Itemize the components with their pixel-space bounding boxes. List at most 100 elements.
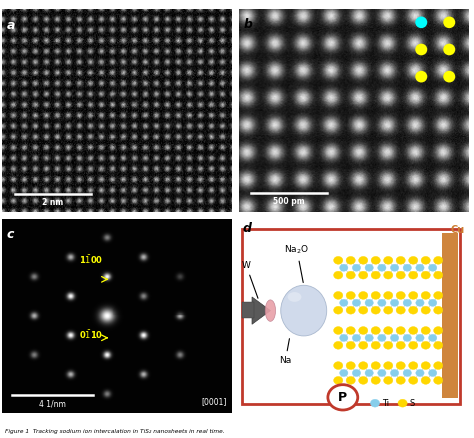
Circle shape: [428, 334, 437, 341]
Circle shape: [371, 341, 380, 349]
Circle shape: [415, 71, 427, 82]
Circle shape: [396, 256, 405, 264]
Circle shape: [434, 271, 443, 279]
Text: b: b: [243, 18, 252, 32]
Circle shape: [334, 292, 343, 299]
Polygon shape: [252, 297, 270, 324]
Circle shape: [415, 44, 427, 55]
Text: d: d: [243, 222, 252, 235]
Text: 0$\bar{1}$10: 0$\bar{1}$10: [79, 328, 104, 341]
Circle shape: [359, 271, 368, 279]
Circle shape: [428, 264, 437, 271]
Circle shape: [409, 377, 418, 384]
Circle shape: [416, 299, 424, 306]
Text: Cu: Cu: [450, 225, 465, 235]
Circle shape: [443, 71, 455, 82]
Circle shape: [416, 264, 424, 271]
Circle shape: [421, 341, 430, 349]
Text: a: a: [7, 19, 15, 32]
Circle shape: [421, 377, 430, 384]
Circle shape: [396, 341, 405, 349]
Circle shape: [334, 271, 343, 279]
Circle shape: [365, 334, 374, 341]
Circle shape: [371, 306, 380, 314]
Circle shape: [370, 399, 380, 407]
Circle shape: [378, 334, 386, 341]
Circle shape: [398, 399, 407, 407]
Text: Na$_2$O: Na$_2$O: [284, 243, 310, 283]
Circle shape: [409, 327, 418, 334]
Circle shape: [443, 17, 455, 28]
Circle shape: [371, 292, 380, 299]
Ellipse shape: [281, 285, 327, 336]
Circle shape: [434, 306, 443, 314]
Circle shape: [421, 306, 430, 314]
Text: 500 pm: 500 pm: [273, 197, 305, 206]
Text: S: S: [410, 399, 415, 408]
Circle shape: [383, 327, 393, 334]
Circle shape: [428, 299, 437, 306]
Circle shape: [383, 256, 393, 264]
Bar: [442, 233, 458, 398]
Circle shape: [371, 327, 380, 334]
Circle shape: [403, 334, 411, 341]
Circle shape: [421, 362, 430, 370]
Circle shape: [352, 370, 361, 377]
Circle shape: [383, 341, 393, 349]
Circle shape: [391, 334, 399, 341]
Circle shape: [383, 306, 393, 314]
Circle shape: [434, 377, 443, 384]
Circle shape: [396, 327, 405, 334]
Circle shape: [378, 299, 386, 306]
Circle shape: [340, 334, 348, 341]
Circle shape: [434, 256, 443, 264]
Text: W: W: [242, 261, 258, 298]
Circle shape: [334, 256, 343, 264]
Text: 1$\bar{1}$00: 1$\bar{1}$00: [79, 254, 104, 266]
Text: [0001]: [0001]: [201, 397, 226, 406]
Circle shape: [334, 341, 343, 349]
Ellipse shape: [288, 292, 301, 302]
Circle shape: [421, 271, 430, 279]
Circle shape: [391, 299, 399, 306]
Circle shape: [352, 264, 361, 271]
Circle shape: [415, 17, 427, 28]
Circle shape: [346, 377, 356, 384]
Ellipse shape: [265, 300, 275, 321]
Circle shape: [346, 256, 356, 264]
Circle shape: [391, 370, 399, 377]
Text: Figure 1  Tracking sodium ion intercalation in TiS₂ nanosheets in real time.: Figure 1 Tracking sodium ion intercalati…: [5, 429, 224, 434]
Circle shape: [434, 292, 443, 299]
Circle shape: [421, 256, 430, 264]
Circle shape: [346, 292, 356, 299]
Circle shape: [371, 256, 380, 264]
Circle shape: [396, 377, 405, 384]
Circle shape: [334, 362, 343, 370]
Circle shape: [416, 370, 424, 377]
Circle shape: [340, 370, 348, 377]
Circle shape: [383, 377, 393, 384]
Circle shape: [365, 264, 374, 271]
Circle shape: [391, 264, 399, 271]
Circle shape: [434, 341, 443, 349]
Circle shape: [409, 256, 418, 264]
Circle shape: [359, 306, 368, 314]
Circle shape: [359, 292, 368, 299]
Circle shape: [434, 327, 443, 334]
Circle shape: [409, 271, 418, 279]
Text: c: c: [6, 228, 14, 241]
Text: 2 nm: 2 nm: [42, 198, 64, 207]
Text: 4 1/nm: 4 1/nm: [39, 399, 66, 408]
Circle shape: [352, 299, 361, 306]
Circle shape: [396, 362, 405, 370]
Circle shape: [346, 271, 356, 279]
Circle shape: [334, 306, 343, 314]
Circle shape: [396, 306, 405, 314]
Circle shape: [371, 377, 380, 384]
Circle shape: [428, 370, 437, 377]
Circle shape: [434, 362, 443, 370]
Circle shape: [340, 299, 348, 306]
Text: P: P: [338, 391, 347, 404]
Circle shape: [352, 334, 361, 341]
Circle shape: [378, 370, 386, 377]
